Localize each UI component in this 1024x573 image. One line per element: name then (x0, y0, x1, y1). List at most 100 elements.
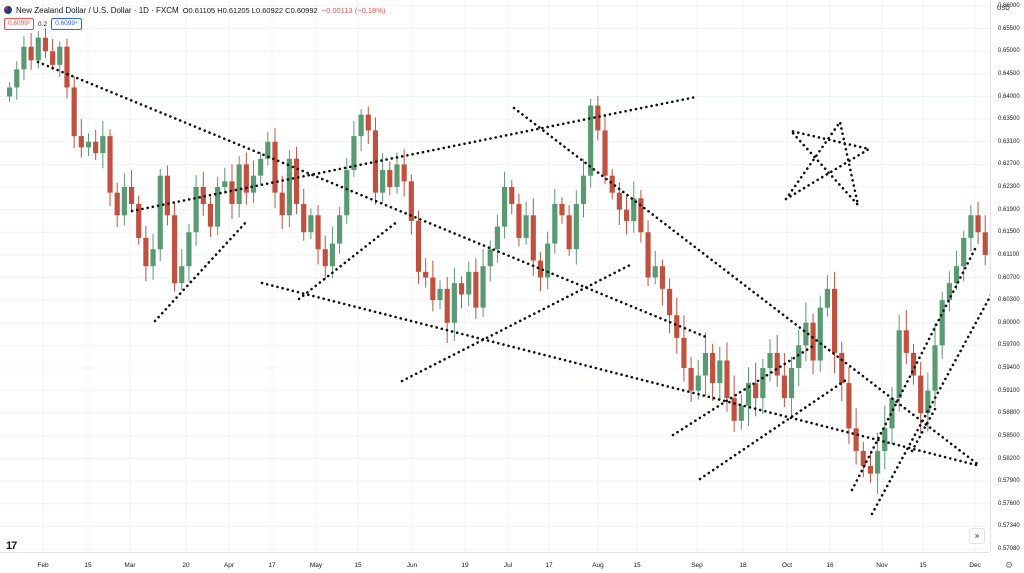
candle-body (272, 142, 277, 193)
trendline-sep-rise (700, 380, 846, 479)
candle-body (229, 181, 234, 204)
candle-body (194, 187, 199, 232)
candle-body (660, 266, 665, 289)
price-tick-label: 0.61900 (998, 207, 1020, 213)
time-tick-label: 15 (633, 562, 640, 569)
time-tick-label: 15 (354, 562, 361, 569)
candle-body (710, 353, 715, 383)
candle-body (918, 376, 923, 414)
candle-body (653, 266, 658, 277)
candle-body (975, 215, 980, 232)
time-tick-label: Aug (592, 562, 604, 569)
candle-body (524, 215, 529, 238)
time-tick-label: Apr (224, 562, 234, 569)
candle-body (954, 266, 959, 283)
candle-body (480, 266, 485, 307)
price-tick-label: 0.58800 (998, 410, 1020, 416)
candle-body (402, 164, 407, 181)
candle-body (208, 204, 213, 227)
candle-body (387, 170, 392, 187)
trendline-aug-rise (673, 344, 816, 435)
price-tick-label: 0.57340 (998, 523, 1020, 529)
candle-body (595, 106, 600, 131)
price-tick-label: 0.62300 (998, 184, 1020, 190)
time-tick-label: 18 (739, 562, 746, 569)
price-chart[interactable] (0, 0, 990, 552)
time-tick-label: 15 (84, 562, 91, 569)
candle-body (516, 204, 521, 238)
candle-body (416, 221, 421, 272)
candle-body (165, 176, 170, 216)
candle-body (810, 323, 815, 361)
candle-body (301, 204, 306, 232)
price-tick-label: 0.60300 (998, 297, 1020, 303)
time-tick-label: Sep (691, 562, 703, 569)
candle-body (703, 353, 708, 376)
candle-body (882, 428, 887, 451)
star-drawing (786, 122, 869, 205)
time-tick-label: 19 (461, 562, 468, 569)
candle-body (509, 187, 514, 204)
candle-body (602, 130, 607, 175)
candle-body (617, 193, 622, 210)
candle-body (430, 278, 435, 301)
candle-body (961, 238, 966, 266)
candle-body (366, 115, 371, 131)
symbol-header: New Zealand Dollar / U.S. Dollar · 1D · … (4, 3, 385, 17)
candle-body (72, 87, 77, 136)
candle-body (129, 187, 134, 204)
time-tick-label: May (310, 562, 322, 569)
price-tick-label: 0.65000 (998, 48, 1020, 54)
price-tick-label: 0.57080 (998, 546, 1020, 552)
candle-body (610, 176, 615, 193)
tradingview-logo-icon[interactable]: 17 (6, 540, 16, 552)
symbol-title[interactable]: New Zealand Dollar / U.S. Dollar · 1D · … (16, 6, 179, 15)
candle-body (552, 204, 557, 244)
candle-body (57, 47, 62, 65)
candle-body (64, 47, 69, 88)
price-tick-label: 0.65500 (998, 26, 1020, 32)
candle-body (315, 215, 320, 249)
sell-button[interactable]: 0.6099² (4, 18, 34, 30)
candle-body (445, 289, 450, 323)
candle-body (674, 315, 679, 338)
quote-panel: 0.6099² 0.2 0.6099⁴ (4, 18, 82, 30)
candle-body (667, 289, 672, 315)
candle-body (79, 136, 84, 147)
candle-body (968, 215, 973, 238)
candle-body (854, 428, 859, 451)
time-tick-label: Jun (407, 562, 417, 569)
candle-body (36, 38, 41, 61)
candle-body (423, 272, 428, 278)
candle-body (258, 159, 263, 176)
double-chevron-right-icon[interactable]: » (969, 528, 985, 544)
time-tick-label: 17 (545, 562, 552, 569)
candle-body (868, 466, 873, 474)
candle-body (760, 368, 765, 398)
candle-body (724, 360, 729, 398)
candle-body (825, 289, 830, 308)
candle-body (925, 391, 930, 414)
candle-body (559, 204, 564, 215)
candle-body (940, 300, 945, 345)
candle-body (782, 376, 787, 399)
candle-body (437, 289, 442, 300)
candle-body (875, 451, 880, 474)
candle-body (21, 47, 26, 70)
price-tick-label: 0.59700 (998, 342, 1020, 348)
candle-body (143, 238, 148, 266)
candle-body (904, 330, 909, 353)
candle-body (932, 345, 937, 390)
candle-body (237, 164, 242, 204)
gear-icon[interactable]: ⚙ (1005, 560, 1013, 571)
price-tick-label: 0.61500 (998, 229, 1020, 235)
chart-canvas[interactable]: New Zealand Dollar / U.S. Dollar · 1D · … (0, 0, 990, 552)
candle-body (789, 368, 794, 398)
price-tick-label: 0.59100 (998, 388, 1020, 394)
candle-body (287, 159, 292, 216)
trendline-descending-main (38, 62, 706, 337)
candle-body (739, 406, 744, 421)
buy-button[interactable]: 0.6099⁴ (51, 18, 82, 30)
